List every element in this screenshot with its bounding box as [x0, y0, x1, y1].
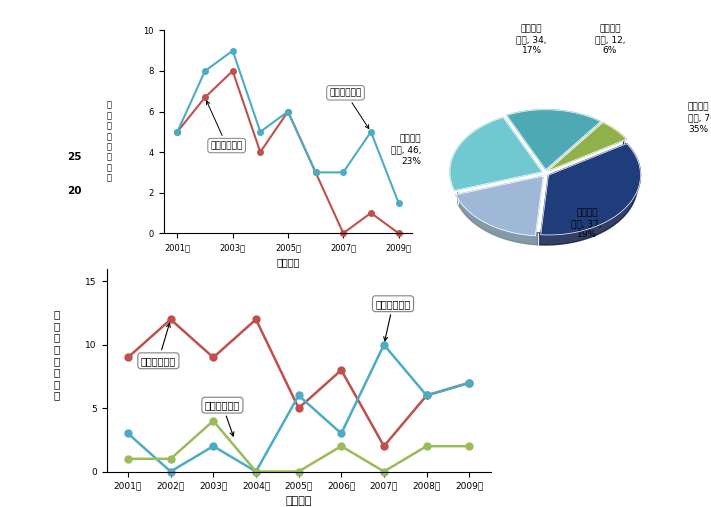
Y-axis label: 사
건
특
허
출
원
건
수: 사 건 특 허 출 원 건 수: [106, 101, 112, 183]
Polygon shape: [456, 176, 543, 236]
Polygon shape: [450, 118, 542, 191]
Polygon shape: [541, 143, 641, 235]
Polygon shape: [538, 142, 637, 245]
Text: 미국공개특허: 미국공개특허: [329, 88, 369, 129]
X-axis label: 출원년도: 출원년도: [276, 258, 300, 268]
Polygon shape: [548, 123, 626, 171]
Text: 한국공개특허: 한국공개특허: [375, 299, 411, 341]
Text: 일본공개특허: 일본공개특허: [141, 323, 176, 366]
Text: 미국등록특허: 미국등록특허: [206, 101, 242, 150]
Text: 20: 20: [68, 186, 82, 196]
Text: 25: 25: [68, 152, 82, 162]
Text: 미국공개
특허, 46,
23%: 미국공개 특허, 46, 23%: [390, 135, 421, 166]
Y-axis label: 사
건
특
허
출
원
건
수: 사 건 특 허 출 원 건 수: [53, 309, 60, 401]
Polygon shape: [458, 192, 538, 245]
Text: 한국공개
특허, 37,
19%: 한국공개 특허, 37, 19%: [572, 208, 602, 239]
Text: 미국등록
특허, 34,
17%: 미국등록 특허, 34, 17%: [516, 24, 547, 55]
Text: 유럽공개특허: 유럽공개특허: [205, 400, 240, 436]
Polygon shape: [507, 110, 601, 169]
Text: 일본공개
특허, 70,
35%: 일본공개 특허, 70, 35%: [688, 102, 711, 134]
Text: 유럽공개
특허, 12,
6%: 유럽공개 특허, 12, 6%: [594, 24, 625, 55]
X-axis label: 출원년도: 출원년도: [285, 496, 312, 506]
